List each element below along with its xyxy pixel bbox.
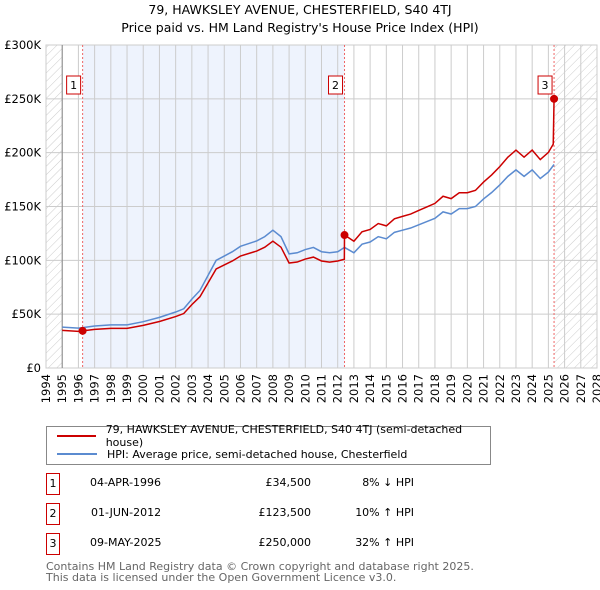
sale-hpi: 10% ↑ HPI	[355, 506, 414, 519]
sale-label-box	[537, 75, 553, 95]
x-tick-label: 1996	[71, 374, 85, 403]
plot-border	[45, 44, 598, 369]
x-tick-label: 1997	[88, 374, 102, 403]
x-tick-label: 2001	[152, 374, 166, 403]
sale-point	[340, 231, 349, 240]
legend-item-hpi: HPI: Average price, semi-detached house,…	[57, 445, 407, 463]
sale-date: 04-APR-1996	[90, 476, 162, 489]
y-tick-label: £100K	[4, 253, 41, 267]
sale-label: 1	[70, 79, 77, 92]
chart-title: 79, HAWKSLEY AVENUE, CHESTERFIELD, S40 4…	[148, 2, 452, 17]
x-tick-label: 2011	[315, 374, 329, 403]
footer-licence: This data is licensed under the Open Gov…	[46, 571, 397, 584]
x-tick-label: 2007	[250, 374, 264, 403]
sale-price: £123,500	[258, 506, 312, 519]
x-tick-label: 2006	[233, 374, 247, 403]
legend-label: 79, HAWKSLEY AVENUE, CHESTERFIELD, S40 4…	[105, 423, 463, 449]
x-tick-label: 2012	[331, 374, 345, 403]
x-tick-label: 1995	[55, 374, 69, 403]
sale-marker: 1	[46, 473, 60, 495]
sale-hpi: 32% ↑ HPI	[355, 536, 414, 549]
legend-item-property: 79, HAWKSLEY AVENUE, CHESTERFIELD, S40 4…	[57, 423, 490, 449]
x-tick-label: 2014	[363, 374, 377, 403]
x-tick-label: 2028	[590, 374, 600, 403]
x-tick-label: 2018	[428, 374, 442, 403]
sale-label: 2	[332, 79, 339, 92]
x-tick-label: 2013	[347, 374, 361, 403]
y-tick-label: £300K	[4, 38, 41, 52]
hpi-line	[62, 164, 555, 329]
sale-price: £250,000	[258, 536, 312, 549]
sale-label-box	[328, 75, 344, 95]
x-tick-label: 2015	[379, 374, 393, 403]
y-tick-label: £50K	[12, 307, 42, 321]
y-tick-label: £200K	[4, 146, 41, 160]
sale-point	[550, 94, 559, 103]
x-tick-label: 2026	[558, 374, 572, 403]
x-tick-label: 1994	[39, 374, 53, 403]
property-price-line	[62, 98, 555, 333]
sale-marker: 2	[46, 503, 60, 525]
sale-row: 1 04-APR-1996 £34,500 8% ↓ HPI	[46, 473, 446, 495]
sale-row: 3 09-MAY-2025 £250,000 32% ↑ HPI	[46, 533, 446, 555]
x-tick-label: 2009	[282, 374, 296, 403]
x-tick-label: 2016	[396, 374, 410, 403]
x-tick-label: 2023	[509, 374, 523, 403]
red-line-swatch	[57, 435, 96, 437]
sale-point	[78, 326, 87, 335]
y-tick-label: £0	[26, 361, 41, 375]
x-tick-label: 2017	[412, 374, 426, 403]
x-tick-label: 2024	[525, 374, 539, 403]
x-tick-label: 2021	[477, 374, 491, 403]
x-tick-label: 2003	[185, 374, 199, 403]
sale-row: 2 01-JUN-2012 £123,500 10% ↑ HPI	[46, 503, 446, 525]
sale-marker: 3	[46, 533, 60, 555]
y-tick-label: £150K	[4, 200, 41, 214]
sale-hpi: 8% ↓ HPI	[362, 476, 414, 489]
x-tick-label: 2019	[444, 374, 458, 403]
x-tick-label: 2002	[169, 374, 183, 403]
x-tick-label: 2022	[493, 374, 507, 403]
x-tick-label: 2027	[574, 374, 588, 403]
sale-label-box	[66, 75, 82, 95]
legend: 79, HAWKSLEY AVENUE, CHESTERFIELD, S40 4…	[46, 423, 491, 465]
footer-copyright: Contains HM Land Registry data © Crown c…	[46, 560, 474, 573]
sale-date: 01-JUN-2012	[91, 506, 162, 519]
sale-label: 3	[542, 79, 549, 92]
sale-price: £34,500	[265, 476, 312, 489]
x-tick-label: 2020	[460, 374, 474, 403]
y-tick-label: £250K	[4, 92, 41, 106]
x-tick-label: 2000	[136, 374, 150, 403]
sale-date: 09-MAY-2025	[90, 536, 162, 549]
x-tick-label: 1998	[104, 374, 118, 403]
price-chart: 1994 1995 1996 1997 1998 1999 2000 2001 2002 2003…	[4, 38, 600, 403]
legend-label: HPI: Average price, semi-detached house,…	[107, 447, 408, 461]
x-tick-label: 2010	[298, 374, 312, 403]
x-tick-label: 2025	[541, 374, 555, 403]
chart-subtitle: Price paid vs. HM Land Registry's House …	[121, 20, 479, 35]
x-tick-label: 2004	[201, 374, 215, 403]
x-tick-label: 1999	[120, 374, 134, 403]
x-tick-label: 2008	[266, 374, 280, 403]
blue-line-swatch	[57, 453, 97, 455]
x-tick-label: 2005	[217, 374, 231, 403]
